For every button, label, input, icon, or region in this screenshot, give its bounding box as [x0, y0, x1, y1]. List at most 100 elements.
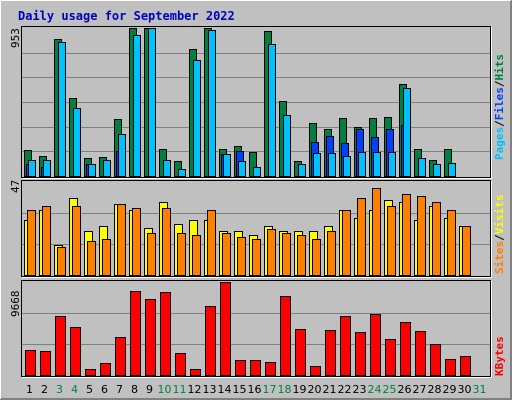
sites-bar — [162, 208, 171, 276]
pages-bar — [58, 42, 66, 177]
kbytes-bar — [385, 339, 396, 376]
day-label: 13 — [203, 383, 217, 396]
kbytes-bar — [265, 362, 276, 376]
pages-bar — [208, 30, 216, 177]
top-panel-max-label: 953 — [9, 28, 22, 48]
kbytes-bar — [325, 330, 336, 376]
middle-panel-legend: Sites/Visits — [493, 195, 506, 275]
pages-bar — [373, 152, 381, 177]
kbytes-bar — [190, 369, 201, 376]
middle-panel: 47 Sites/Visits — [9, 180, 506, 278]
pages-bar — [388, 152, 396, 177]
day-label: 3 — [56, 383, 63, 396]
pages-bar — [148, 28, 156, 177]
sites-bar — [72, 206, 81, 276]
pages-bar — [133, 35, 141, 177]
sites-bar — [462, 226, 471, 276]
pages-bar — [283, 115, 291, 177]
pages-bar — [298, 164, 306, 177]
pages-bar — [448, 163, 456, 177]
sites-bar — [357, 198, 366, 276]
day-label: 22 — [338, 383, 352, 396]
day-label: 19 — [293, 383, 307, 396]
legend-sites: Sites — [493, 241, 506, 274]
day-label: 4 — [71, 383, 78, 396]
day-label: 27 — [413, 383, 427, 396]
kbytes-bar — [430, 344, 441, 376]
day-label: 9 — [146, 383, 153, 396]
pages-bar — [433, 164, 441, 177]
day-label: 24 — [368, 383, 382, 396]
sites-bar — [297, 235, 306, 276]
day-label: 30 — [458, 383, 472, 396]
legend-pages: Pages — [493, 127, 506, 160]
kbytes-bar — [295, 329, 306, 376]
day-label: 23 — [353, 383, 367, 396]
pages-bar — [193, 60, 201, 177]
kbytes-bar — [220, 282, 231, 376]
bottom-panel-max-label: 9668 — [9, 291, 22, 318]
sites-bar — [192, 235, 201, 276]
kbytes-bar — [100, 363, 111, 376]
day-labels: 1 2 3 4 5 6 7 8 9 10 11 12 13 14 15 16 17 18 19 20 21 22 23 24 2… — [26, 383, 487, 396]
legend-kbytes: KBytes — [493, 336, 506, 376]
day-label: 25 — [383, 383, 397, 396]
sites-bar — [372, 188, 381, 276]
kbytes-bar — [250, 360, 261, 376]
day-label: 31 — [473, 383, 487, 396]
day-label: 17 — [263, 383, 277, 396]
sites-bar — [282, 233, 291, 276]
day-label: 29 — [443, 383, 457, 396]
pages-bar — [43, 160, 51, 177]
kbytes-bar — [145, 299, 156, 376]
kbytes-bar — [415, 331, 426, 376]
sites-bar — [117, 204, 126, 276]
pages-bar — [403, 88, 411, 177]
sites-bar — [222, 233, 231, 276]
sites-bar — [402, 194, 411, 276]
sites-bar — [177, 233, 186, 276]
sites-bar — [252, 239, 261, 276]
pages-bar — [223, 154, 231, 177]
day-label: 16 — [248, 383, 262, 396]
pages-bar — [328, 153, 336, 177]
pages-bar — [358, 152, 366, 177]
top-panel: 953 Pages/Files/Hits — [9, 26, 506, 179]
svg-text:Sites/Visits: Sites/Visits — [493, 195, 506, 275]
sites-bar — [102, 239, 111, 276]
day-label: 5 — [86, 383, 93, 396]
kbytes-bar — [280, 296, 291, 376]
kbytes-bar — [205, 306, 216, 376]
sites-bar — [342, 210, 351, 276]
chart-title: Daily usage for September 2022 — [18, 9, 235, 23]
kbytes-bar — [160, 292, 171, 376]
day-label: 28 — [428, 383, 442, 396]
day-label: 7 — [116, 383, 123, 396]
sites-bar — [447, 210, 456, 276]
pages-bar — [28, 160, 36, 177]
kbytes-bar — [445, 359, 456, 376]
kbytes-bar — [235, 360, 246, 376]
bottom-panel-legend: KBytes — [493, 336, 506, 376]
pages-bar — [238, 161, 246, 177]
day-label: 1 — [26, 383, 33, 396]
kbytes-bar — [130, 291, 141, 376]
kbytes-bar — [460, 356, 471, 376]
day-label: 26 — [398, 383, 412, 396]
kbytes-bar — [370, 314, 381, 376]
day-label: 11 — [173, 383, 187, 396]
day-label: 14 — [218, 383, 232, 396]
pages-bar — [73, 108, 81, 177]
day-label: 8 — [131, 383, 138, 396]
pages-bar — [163, 160, 171, 177]
sites-bar — [27, 210, 36, 276]
kbytes-bar — [55, 316, 66, 376]
pages-bar — [268, 44, 276, 177]
pages-bar — [313, 153, 321, 177]
sites-bar — [42, 206, 51, 276]
pages-bar — [253, 167, 261, 177]
pages-bar — [178, 169, 186, 177]
top-panel-legend: Pages/Files/Hits — [493, 54, 506, 160]
kbytes-bar — [355, 332, 366, 376]
